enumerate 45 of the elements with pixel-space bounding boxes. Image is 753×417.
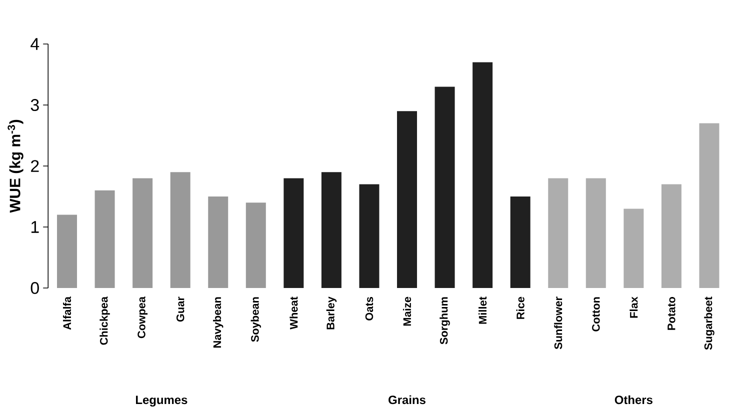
bar [208,196,228,288]
y-tick-label: 2 [31,160,39,172]
x-tick-label: Millet [478,296,487,324]
x-tick-label: Cowpea [138,296,148,338]
bar [586,178,606,288]
text: Others [614,395,652,404]
x-tick-label: Barley [326,296,337,330]
bar [548,178,568,288]
bar [434,86,455,288]
bar [284,178,304,288]
bar [321,172,342,288]
x-tick-label: Maize [402,296,412,326]
x-tick-label: Potato [668,296,676,330]
x-tick-label: Alfalfa [62,296,72,330]
y-tick-label: 4 [30,38,40,50]
y-tick-label: 0 [30,282,39,294]
x-tick-label: Sugarbeet [704,296,714,350]
text: Grains [388,395,426,404]
x-tick-label: Chickpea [100,296,110,345]
x-tick-label: Navybean [213,297,224,348]
bar [246,202,266,288]
bar [359,184,380,288]
x-tick-label: Oats [365,296,374,320]
x-tick-label: Sorghum [440,297,450,344]
x-tick-label: Wheat [290,296,298,330]
x-tick-label: Guar [176,296,184,322]
bar [57,214,78,288]
y-tick-label: 1 [31,221,39,233]
text: Legumes [136,396,188,407]
x-tick-label: Sunflower [554,296,562,350]
bar [624,208,644,288]
y-tick-label: 3 [30,99,39,112]
x-tick-label: Soybean [250,297,261,342]
bar [170,172,190,288]
x-tick-label: Flax [630,296,638,318]
bar [397,111,418,288]
bar [94,190,115,288]
bar [699,123,720,288]
y-axis-title: WUE (kg m$^{-3}$) [8,120,24,213]
bar [472,62,493,288]
bar [661,184,682,288]
bar [510,196,530,288]
x-tick-label: Cotton [592,297,600,332]
x-tick-label: Rice [516,296,524,319]
bar [132,178,153,288]
